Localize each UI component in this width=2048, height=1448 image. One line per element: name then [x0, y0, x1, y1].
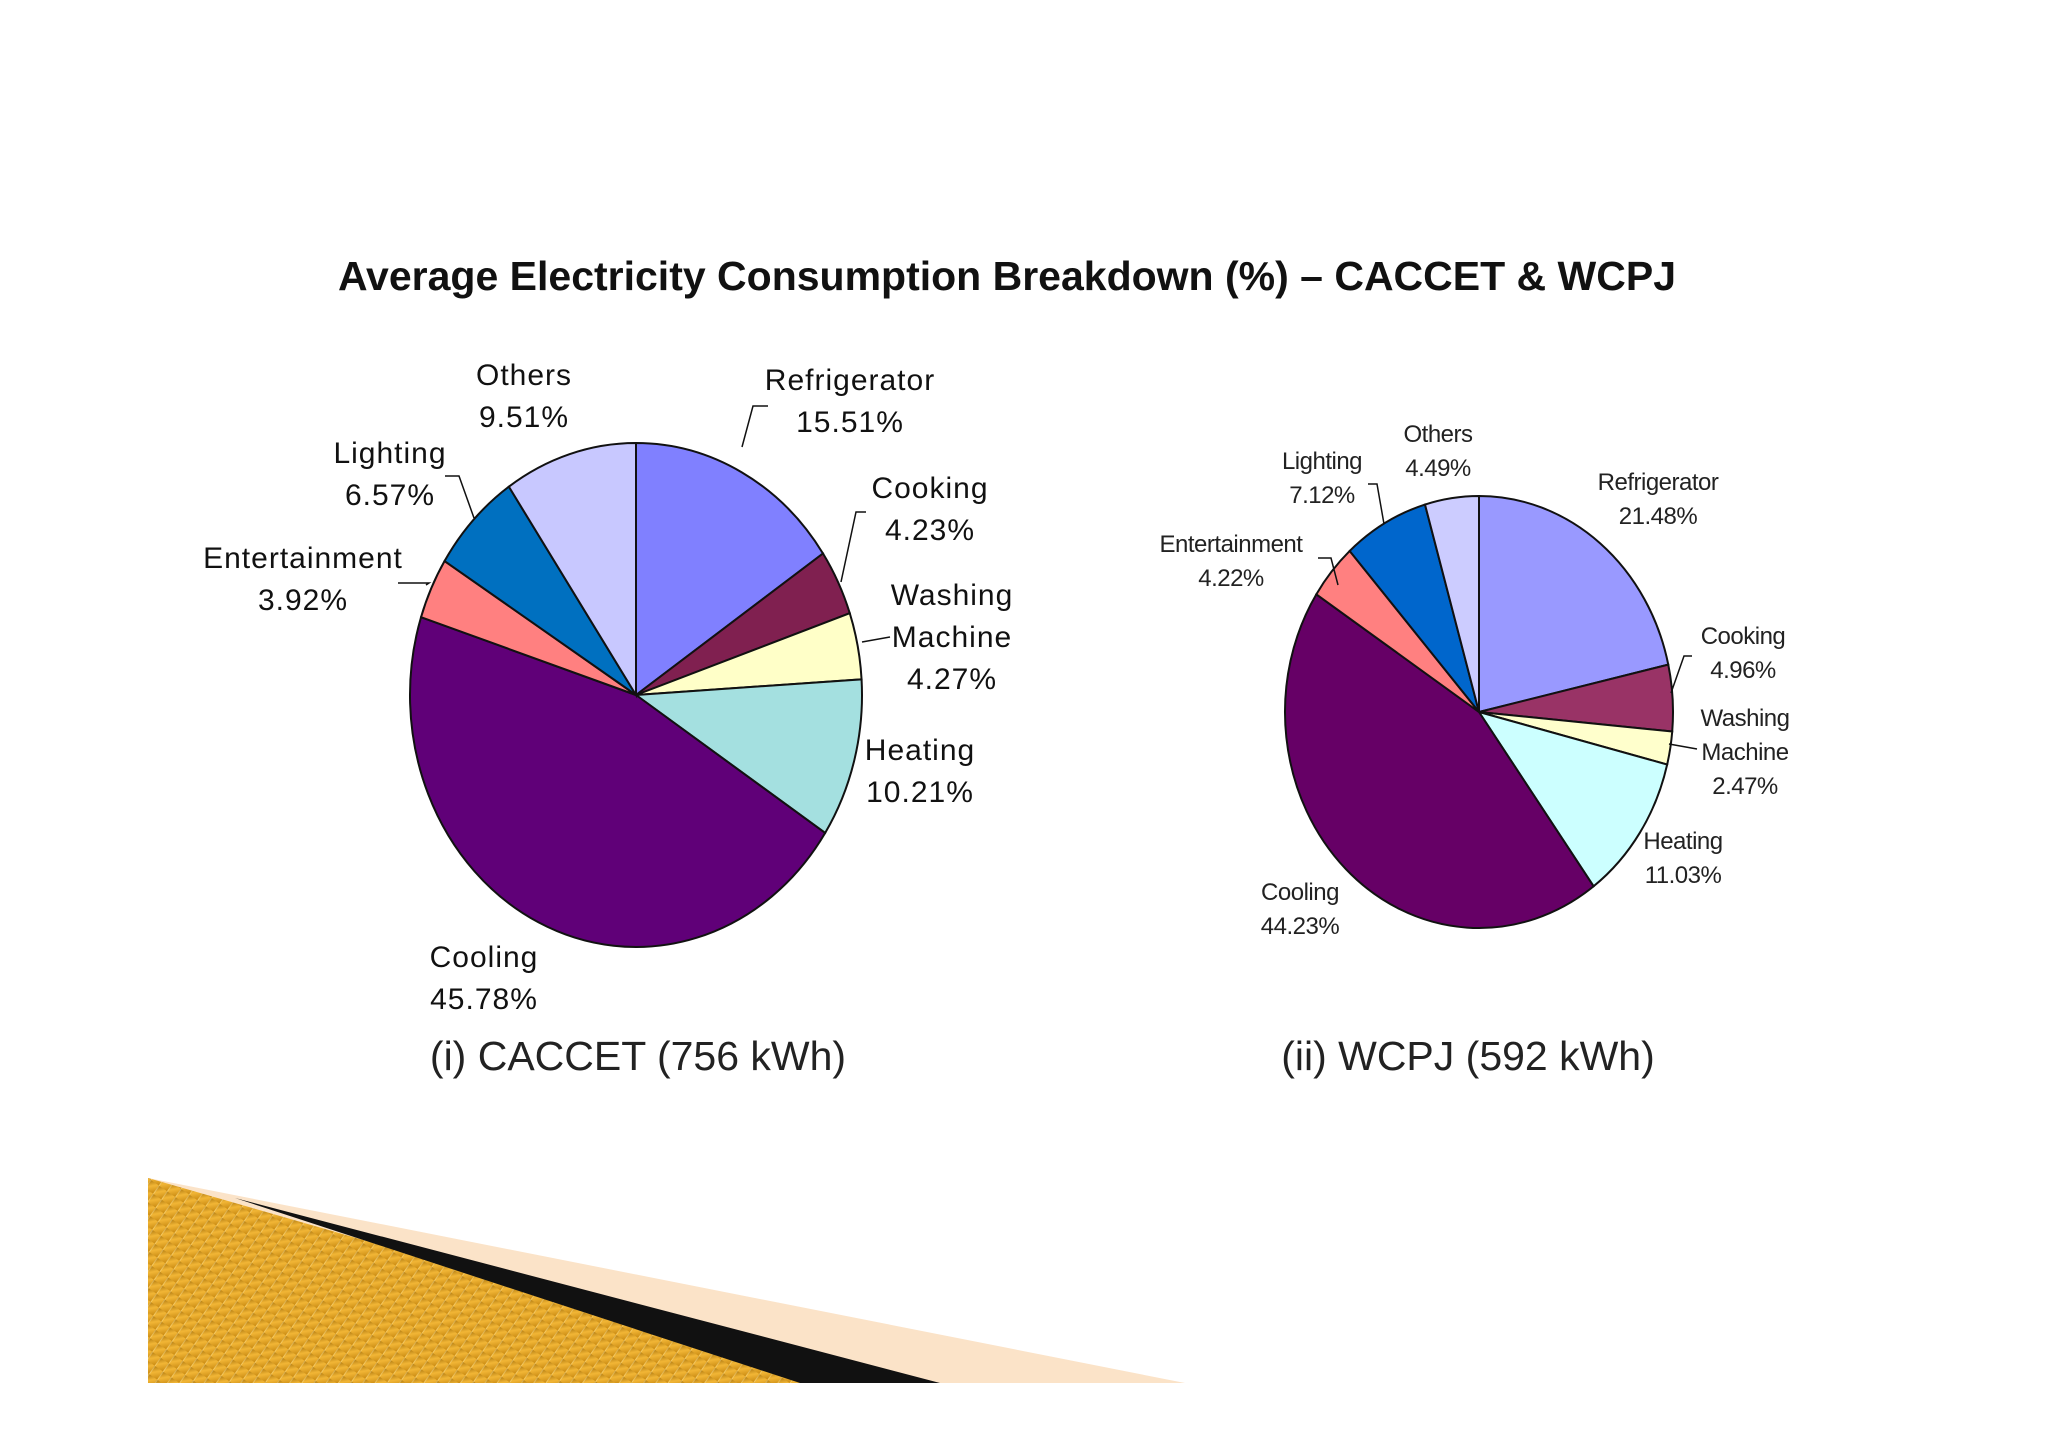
wcpj-label-washing-machine-leader [1668, 743, 1698, 750]
wcpj-label-cooling-value: 44.23% [1261, 913, 1340, 940]
caccet-label-entertainment-text: Entertainment [203, 542, 403, 575]
wcpj-label-refrigerator-text: Refrigerator [1598, 469, 1719, 496]
wcpj-label-cooking-leader [1670, 655, 1692, 694]
caccet-label-entertainment-value: 3.92% [258, 584, 348, 617]
wcpj-slice-heating [1476, 710, 1669, 888]
pie-chart-wcpj: Refrigerator 21.48% Cooking 4.96% Washing Mac… [1160, 421, 1790, 940]
caccet-label-refrigerator-text: Refrigerator [765, 364, 935, 397]
wcpj-label-washing-machine-text: Washing [1701, 705, 1790, 732]
wcpj-label-entertainment-value: 4.22% [1198, 565, 1264, 592]
wcpj-label-refrigerator-value: 21.48% [1619, 503, 1698, 530]
caccet-label-cooling-value: 45.78% [430, 983, 538, 1016]
caccet-slice-refrigerator [635, 441, 825, 698]
caption-wcpj: (ii) WCPJ (592 kWh) [1281, 1033, 1655, 1079]
caccet-label-lighting-leader [445, 475, 475, 519]
caccet-label-cooking-text: Cooking [871, 472, 988, 505]
caccet-slice-others [507, 441, 637, 699]
caccet-label-lighting-value: 6.57% [345, 479, 435, 512]
caccet-label-lighting-text: Lighting [333, 437, 446, 470]
caccet-label-washing-machine-text: Machine [892, 621, 1012, 654]
slide-title: Average Electricity Consumption Breakdow… [338, 253, 1676, 299]
caccet-label-refrigerator-leader [741, 405, 768, 448]
decorative-corner-graphic [148, 1178, 1185, 1383]
caccet-label-washing-machine-leader [861, 636, 891, 643]
wcpj-label-washing-machine-value: 2.47% [1712, 773, 1778, 800]
wcpj-label-cooking-text: Cooking [1701, 623, 1786, 650]
wcpj-label-lighting-text: Lighting [1282, 448, 1362, 475]
caccet-label-cooling-text: Cooling [430, 941, 539, 974]
pie-chart-caccet: Refrigerator 15.51% Cooking 4.23% Washing Mac… [203, 359, 1014, 1016]
caccet-label-heating-value: 10.21% [866, 776, 974, 809]
wcpj-label-others-text: Others [1403, 421, 1473, 448]
caccet-label-cooking-value: 4.23% [885, 514, 975, 547]
wcpj-slice-others [1423, 494, 1480, 713]
wcpj-label-entertainment-leader [1318, 557, 1339, 586]
wcpj-label-entertainment-text: Entertainment [1160, 531, 1304, 558]
caccet-label-heating-text: Heating [865, 734, 975, 767]
caccet-label-entertainment-leader [398, 582, 432, 586]
wcpj-label-heating-text: Heating [1643, 828, 1722, 855]
wcpj-label-others-value: 4.49% [1405, 455, 1471, 482]
caccet-label-others-text: Others [476, 359, 572, 392]
wcpj-slice-cooling [1284, 592, 1595, 929]
wcpj-label-cooking-value: 4.96% [1710, 657, 1776, 684]
wcpj-label-lighting-value: 7.12% [1289, 482, 1355, 509]
wcpj-label-washing-machine-text: Machine [1701, 739, 1788, 766]
caption-caccet: (i) CACCET (756 kWh) [430, 1033, 846, 1079]
caccet-slice-heating [633, 678, 863, 835]
wcpj-label-cooling-text: Cooling [1261, 879, 1339, 906]
caccet-label-cooking-leader [840, 511, 866, 583]
wcpj-slice-refrigerator [1478, 494, 1670, 714]
caccet-label-washing-machine-value: 4.27% [907, 663, 997, 696]
caccet-label-washing-machine-text: Washing [891, 579, 1014, 612]
caccet-slice-cooling [408, 615, 827, 949]
caccet-label-refrigerator-value: 15.51% [796, 406, 904, 439]
caccet-label-others-value: 9.51% [479, 401, 569, 434]
wcpj-label-heating-value: 11.03% [1645, 862, 1722, 889]
wcpj-label-lighting-leader [1368, 483, 1385, 525]
